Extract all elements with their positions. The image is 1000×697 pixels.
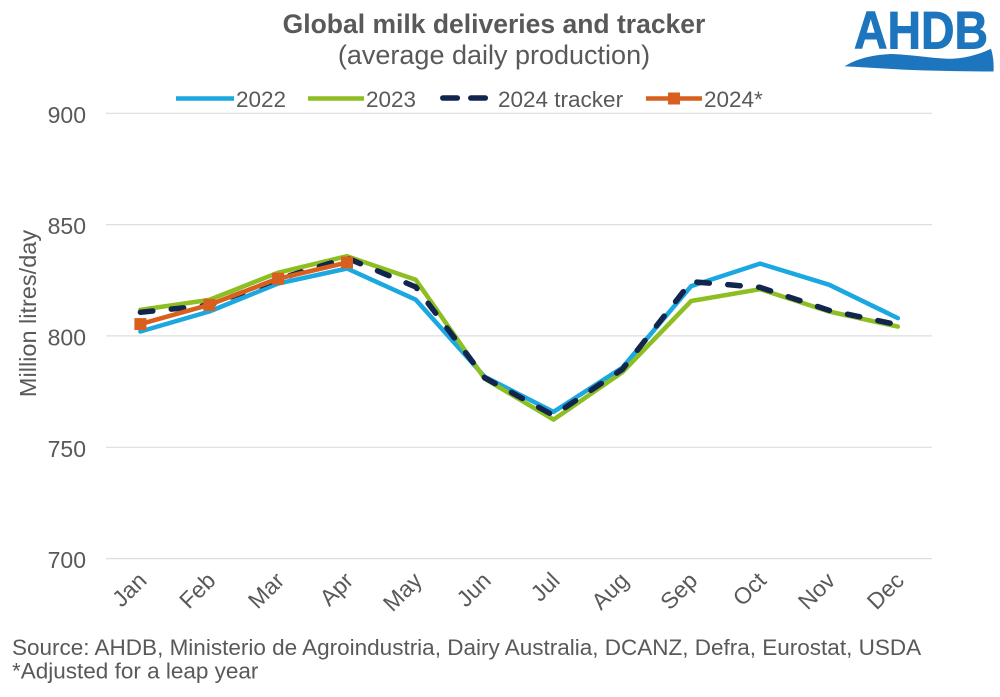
svg-text:850: 850 — [48, 213, 86, 239]
svg-text:Source: AHDB, Ministerio de Ag: Source: AHDB, Ministerio de Agroindustri… — [12, 635, 921, 660]
svg-text:2022: 2022 — [236, 87, 286, 112]
svg-text:AHDB: AHDB — [854, 2, 988, 61]
svg-text:2024*: 2024* — [704, 87, 763, 112]
svg-text:900: 900 — [48, 102, 86, 128]
svg-text:*Adjusted for a leap year: *Adjusted for a leap year — [12, 659, 259, 684]
svg-text:2023: 2023 — [366, 87, 416, 112]
svg-text:(average daily production): (average daily production) — [338, 40, 650, 70]
svg-text:Global milk deliveries and tra: Global milk deliveries and tracker — [283, 9, 706, 39]
svg-text:750: 750 — [48, 436, 86, 462]
svg-text:2024 tracker: 2024 tracker — [498, 87, 624, 112]
svg-text:800: 800 — [48, 325, 86, 351]
svg-text:700: 700 — [48, 547, 86, 573]
svg-text:Million litres/day: Million litres/day — [15, 230, 41, 397]
